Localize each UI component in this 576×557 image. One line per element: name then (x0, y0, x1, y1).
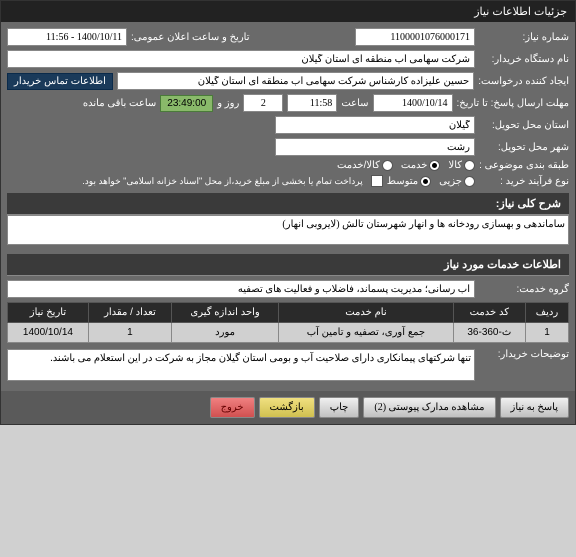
radio-small-icon (464, 176, 475, 187)
group-label: گروه خدمت: (479, 284, 569, 295)
radio-small-label: جزیی (439, 176, 462, 187)
row-notes: توضیحات خریدار: (7, 349, 569, 381)
category-label: طبقه بندی موضوعی : (479, 160, 569, 171)
general-desc-textarea[interactable] (7, 215, 569, 245)
row-purchase: نوع فرآیند خرید : جزیی متوسط پرداخت تمام… (7, 175, 569, 187)
time-label: ساعت (341, 98, 368, 109)
need-number-input[interactable] (355, 28, 475, 46)
city-input[interactable] (275, 138, 475, 156)
province-label: استان محل تحویل: (479, 120, 569, 131)
announce-label: تاریخ و ساعت اعلان عمومی: (131, 32, 250, 43)
row-category: طبقه بندی موضوعی : کالا خدمت کالا/خدمت (7, 160, 569, 171)
form-content: شماره نیاز: تاریخ و ساعت اعلان عمومی: نا… (1, 22, 575, 391)
td-name: جمع آوری، تصفیه و تامین آب (279, 323, 453, 343)
deadline-label: مهلت ارسال پاسخ: تا تاریخ: (457, 98, 569, 109)
deadline-date-input[interactable] (373, 94, 453, 112)
row-group: گروه خدمت: (7, 280, 569, 298)
province-input[interactable] (275, 116, 475, 134)
deadline-time-input[interactable] (287, 94, 337, 112)
general-header: شرح کلی نیاز: (7, 193, 569, 215)
row-deadline: مهلت ارسال پاسخ: تا تاریخ: ساعت روز و 23… (7, 94, 569, 112)
creator-label: ایجاد کننده درخواست: (478, 76, 569, 87)
window-title: جزئیات اطلاعات نیاز (1, 1, 575, 22)
radio-medium-icon (420, 176, 431, 187)
table-header-row: ردیف کد خدمت نام خدمت واحد اندازه گیری ت… (8, 303, 569, 323)
table-row[interactable]: 1 ث-360-36 جمع آوری، تصفیه و تامین آب مو… (8, 323, 569, 343)
row-province: استان محل تحویل: (7, 116, 569, 134)
radio-service[interactable]: خدمت (401, 160, 441, 171)
th-row: ردیف (526, 303, 569, 323)
footer-buttons: پاسخ به نیاز مشاهده مدارک پیوستی (2) چاپ… (1, 391, 575, 424)
radio-both-icon (382, 160, 393, 171)
device-label: نام دستگاه خریدار: (479, 54, 569, 65)
td-unit: مورد (171, 323, 278, 343)
radio-medium-label: متوسط (387, 176, 418, 187)
exit-button[interactable]: خروج (210, 397, 255, 418)
services-header: اطلاعات خدمات مورد نیاز (7, 254, 569, 276)
days-label: روز و (217, 98, 239, 109)
attachments-button[interactable]: مشاهده مدارک پیوستی (2) (363, 397, 495, 418)
row-city: شهر محل تحویل: (7, 138, 569, 156)
radio-goods-icon (464, 160, 475, 171)
payment-note: پرداخت تمام یا بخشی از مبلغ خرید،از محل … (82, 176, 362, 187)
days-input[interactable] (243, 94, 283, 112)
td-date: 1400/10/14 (8, 323, 89, 343)
notes-label: توضیحات خریدار: (479, 349, 569, 360)
th-qty: تعداد / مقدار (88, 303, 171, 323)
reply-button[interactable]: پاسخ به نیاز (500, 397, 570, 418)
td-row: 1 (526, 323, 569, 343)
back-button[interactable]: بازگشت (259, 397, 315, 418)
city-label: شهر محل تحویل: (479, 142, 569, 153)
device-input[interactable] (7, 50, 475, 68)
services-table: ردیف کد خدمت نام خدمت واحد اندازه گیری ت… (7, 302, 569, 343)
radio-service-label: خدمت (401, 160, 428, 171)
td-code: ث-360-36 (453, 323, 525, 343)
row-creator: ایجاد کننده درخواست: اطلاعات تماس خریدار (7, 72, 569, 90)
th-name: نام خدمت (279, 303, 453, 323)
radio-both-label: کالا/خدمت (337, 160, 380, 171)
print-button[interactable]: چاپ (319, 397, 360, 418)
row-device: نام دستگاه خریدار: (7, 50, 569, 68)
radio-service-icon (429, 160, 440, 171)
remaining-time: 23:49:00 (160, 95, 213, 112)
th-unit: واحد اندازه گیری (171, 303, 278, 323)
announce-input[interactable] (7, 28, 127, 46)
details-window: جزئیات اطلاعات نیاز شماره نیاز: تاریخ و … (0, 0, 576, 425)
need-number-label: شماره نیاز: (479, 32, 569, 43)
notes-textarea[interactable] (7, 349, 475, 381)
remaining-label: ساعت باقی مانده (83, 98, 156, 109)
radio-both[interactable]: کالا/خدمت (337, 160, 393, 171)
category-radios: کالا خدمت کالا/خدمت (337, 160, 475, 171)
purchase-label: نوع فرآیند خرید : (479, 176, 569, 187)
contact-link[interactable]: اطلاعات تماس خریدار (7, 73, 113, 90)
radio-small[interactable]: جزیی (439, 176, 475, 187)
radio-medium[interactable]: متوسط (387, 176, 431, 187)
th-code: کد خدمت (453, 303, 525, 323)
radio-goods-label: کالا (448, 160, 462, 171)
group-input[interactable] (7, 280, 475, 298)
th-date: تاریخ نیاز (8, 303, 89, 323)
td-qty: 1 (88, 323, 171, 343)
row-need-number: شماره نیاز: تاریخ و ساعت اعلان عمومی: (7, 28, 569, 46)
creator-input[interactable] (117, 72, 474, 90)
payment-checkbox[interactable] (371, 175, 383, 187)
purchase-radios: جزیی متوسط (387, 176, 475, 187)
radio-goods[interactable]: کالا (448, 160, 475, 171)
